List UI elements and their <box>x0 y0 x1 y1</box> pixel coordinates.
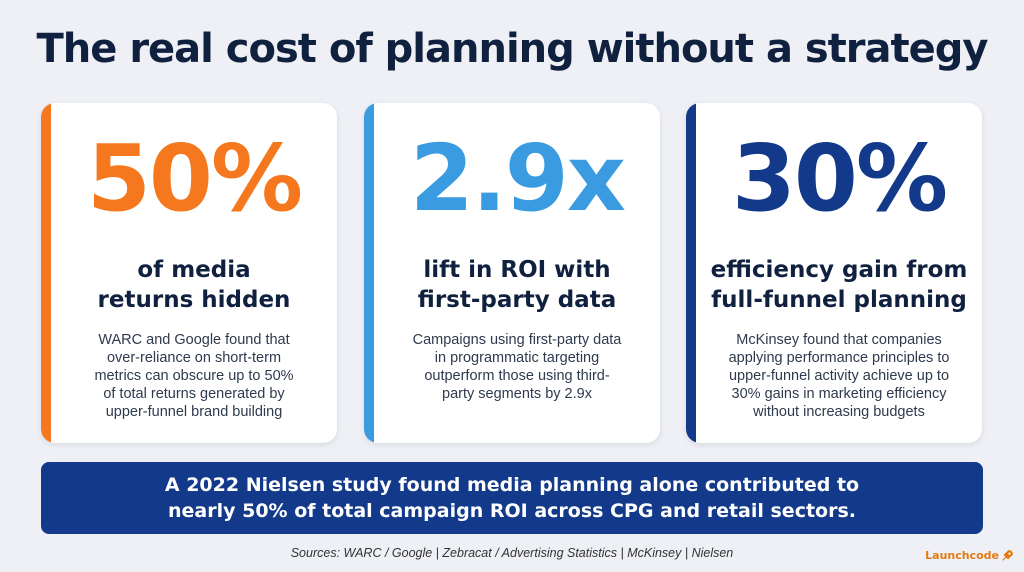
description-line: WARC and Google found that <box>98 332 290 348</box>
description-line: without increasing budgets <box>753 404 925 420</box>
banner-line: A 2022 Nielsen study found media plannin… <box>164 474 860 496</box>
stat-heading: of media returns hidden <box>51 255 337 315</box>
rocket-icon <box>1001 549 1014 562</box>
sources-footnote: Sources: WARC / Google | Zebracat / Adve… <box>290 546 734 560</box>
nielsen-banner: A 2022 Nielsen study found media plannin… <box>41 462 983 534</box>
description-line: upper-funnel activity achieve up to <box>728 368 950 384</box>
stat-card-media-returns: 50% of media returns hidden WARC and Goo… <box>41 103 337 443</box>
stat-value: 30% <box>731 125 948 232</box>
description-line: over-reliance on short-term <box>106 350 282 366</box>
description-line: Campaigns using first-party data <box>412 332 622 348</box>
stat-description: WARC and Google found that over-reliance… <box>65 331 323 421</box>
stat-card-efficiency-gain: 30% efficiency gain from full-funnel pla… <box>686 103 982 443</box>
stat-heading-line: lift in ROI with <box>423 257 611 283</box>
description-line: in programmatic targeting <box>434 350 600 366</box>
card-accent-bar <box>364 103 374 443</box>
stat-heading: lift in ROI with first-party data <box>374 255 660 315</box>
stat-heading-line: of media <box>137 257 251 283</box>
description-line: applying performance principles to <box>728 350 950 366</box>
description-line: upper-funnel brand building <box>105 404 283 420</box>
launchcode-logo: Launchcode <box>925 549 1014 562</box>
stat-heading: efficiency gain from full-funnel plannin… <box>696 255 982 315</box>
logo-text: Launchcode <box>925 549 999 562</box>
stat-value: 2.9x <box>409 125 626 232</box>
banner-line: nearly 50% of total campaign ROI across … <box>167 500 856 522</box>
card-accent-bar <box>41 103 51 443</box>
page-title: The real cost of planning without a stra… <box>36 26 989 72</box>
description-line: party segments by 2.9x <box>442 386 592 402</box>
description-line: McKinsey found that companies <box>736 332 942 348</box>
stat-card-roi-lift: 2.9x lift in ROI with first-party data C… <box>364 103 660 443</box>
stat-heading-line: returns hidden <box>97 287 291 313</box>
stat-description: Campaigns using first-party data in prog… <box>388 331 646 403</box>
description-line: of total returns generated by <box>103 386 285 402</box>
stat-heading-line: full-funnel planning <box>711 287 967 313</box>
card-accent-bar <box>686 103 696 443</box>
description-line: 30% gains in marketing efficiency <box>731 386 947 402</box>
stat-heading-line: first-party data <box>417 287 617 313</box>
stat-description: McKinsey found that companies applying p… <box>710 331 968 421</box>
description-line: outperform those using third- <box>424 368 610 384</box>
description-line: metrics can obscure up to 50% <box>94 368 294 384</box>
stat-value: 50% <box>86 125 303 232</box>
stat-heading-line: efficiency gain from <box>710 257 968 283</box>
